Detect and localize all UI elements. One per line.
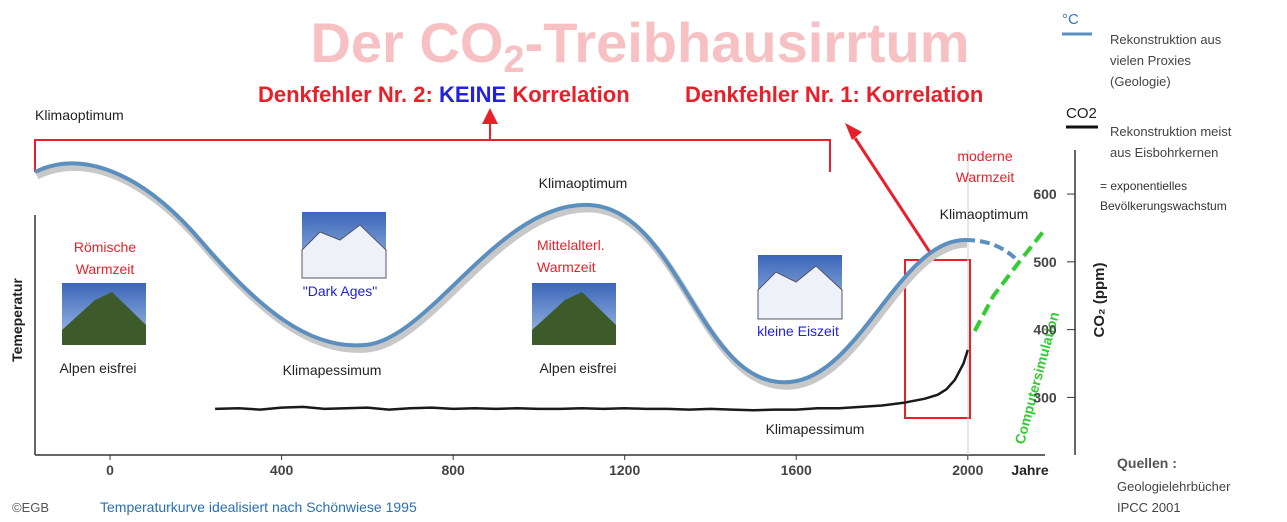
annotation: Klimaoptimum bbox=[539, 175, 628, 191]
annotation: Warmzeit bbox=[76, 261, 135, 277]
legend-symbol: CO2 bbox=[1066, 105, 1097, 122]
x-tick-label: 1600 bbox=[781, 462, 812, 478]
legend-symbol: °C bbox=[1062, 11, 1079, 28]
x-axis-label: Jahre bbox=[1011, 462, 1049, 478]
annotation: Klimapessimum bbox=[766, 421, 865, 437]
legend-text: (Geologie) bbox=[1110, 74, 1171, 89]
photo bbox=[532, 283, 616, 345]
copyright: ©EGB bbox=[12, 500, 49, 515]
co2-line bbox=[215, 349, 969, 412]
annotation: Mittelalterl. bbox=[537, 237, 605, 253]
sources-heading: Quellen : bbox=[1117, 455, 1177, 471]
annotation: Alpen eisfrei bbox=[539, 360, 616, 376]
annotation: Klimapessimum bbox=[283, 362, 382, 378]
temperature-curve bbox=[34, 161, 966, 385]
footnote: Temperaturkurve idealisiert nach Schönwi… bbox=[100, 499, 417, 515]
y2-tick-label: 600 bbox=[1033, 186, 1057, 202]
x-tick-label: 800 bbox=[441, 462, 465, 478]
y2-axis-label: CO₂ (ppm) bbox=[1091, 263, 1108, 338]
bracket bbox=[34, 122, 971, 419]
x-tick-label: 2000 bbox=[952, 462, 983, 478]
annotation: Klimaoptimum bbox=[35, 107, 124, 123]
source: IPCC 2001 bbox=[1117, 500, 1181, 515]
annotation: Warmzeit bbox=[956, 169, 1015, 185]
headline: Denkfehler Nr. 1: Korrelation bbox=[685, 82, 983, 107]
arrow-head bbox=[845, 123, 862, 140]
photo bbox=[301, 212, 387, 279]
legend-text: Rekonstruktion meist bbox=[1110, 124, 1232, 139]
temperature-extension bbox=[964, 238, 1017, 260]
y-axis-label: Temeperatur bbox=[9, 278, 25, 362]
source: Geologielehrbücher bbox=[1117, 479, 1231, 494]
x-tick-label: 0 bbox=[106, 462, 114, 478]
y2-tick-label: 400 bbox=[1033, 322, 1057, 338]
annotation: moderne bbox=[957, 148, 1012, 164]
axes bbox=[34, 150, 1076, 456]
annotation: Römische bbox=[74, 239, 136, 255]
y2-tick-label: 500 bbox=[1033, 254, 1057, 270]
x-tick-label: 400 bbox=[270, 462, 294, 478]
x-tick-label: 1200 bbox=[609, 462, 640, 478]
chart-title: Der CO2-Treibhausirrtum bbox=[310, 11, 969, 81]
headline: Denkfehler Nr. 2: KEINE Korrelation bbox=[258, 82, 630, 107]
simulation-line bbox=[972, 228, 1047, 332]
annotation: Warmzeit bbox=[537, 259, 596, 275]
y2-tick-label: 300 bbox=[1033, 389, 1057, 405]
annotation: kleine Eiszeit bbox=[757, 323, 839, 339]
annotation: Alpen eisfrei bbox=[59, 360, 136, 376]
legend-text: aus Eisbohrkernen bbox=[1110, 145, 1218, 160]
photo bbox=[62, 283, 146, 345]
annotation: Klimaoptimum bbox=[940, 206, 1029, 222]
legend-text: = exponentielles bbox=[1100, 179, 1187, 193]
arrow-head bbox=[482, 108, 498, 124]
annotation: "Dark Ages" bbox=[303, 283, 378, 299]
legend-text: Rekonstruktion aus bbox=[1110, 32, 1222, 47]
legend-text: vielen Proxies bbox=[1110, 53, 1191, 68]
legend-text: Bevölkerungswachstum bbox=[1100, 199, 1227, 213]
photo bbox=[757, 255, 843, 320]
